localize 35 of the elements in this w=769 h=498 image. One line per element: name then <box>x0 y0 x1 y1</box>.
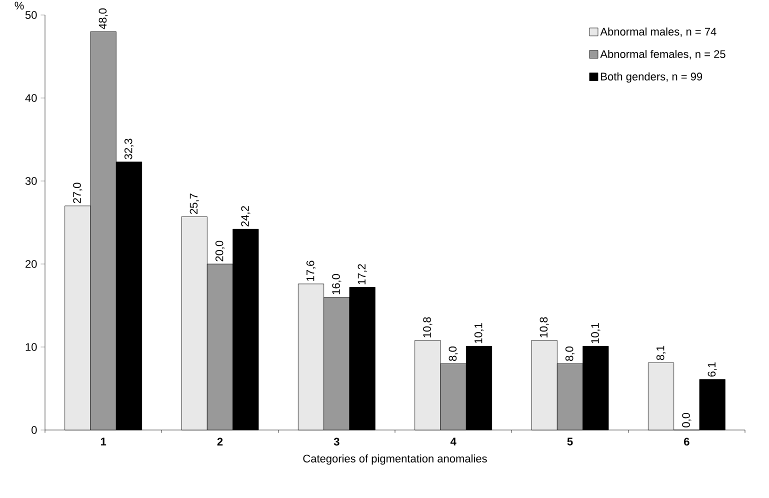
y-tick-label: 40 <box>25 94 37 102</box>
data-label: 20,0 <box>215 240 225 262</box>
data-label: 0,0 <box>682 412 692 428</box>
x-tick-label: 4 <box>450 438 456 446</box>
legend-label: Abnormal females, n = 25 <box>600 50 726 60</box>
y-tick-label: 0 <box>32 426 37 434</box>
y-tick-label: 20 <box>26 260 37 268</box>
legend-label: Both genders, n = 99 <box>601 72 702 83</box>
data-label: 6,1 <box>708 362 717 377</box>
x-tick-label: 5 <box>567 438 573 446</box>
x-axis-title: Categories of pigmentation anomalies <box>303 454 487 465</box>
x-tick-label: 1 <box>100 438 106 446</box>
data-label: 17,6 <box>306 260 316 281</box>
data-label: 48,0 <box>98 8 108 30</box>
x-tick-label: 3 <box>334 438 340 446</box>
y-tick-label: 50 <box>25 11 37 19</box>
data-label: 10,1 <box>474 323 484 344</box>
data-label: 17,2 <box>358 264 367 284</box>
data-label: 8,0 <box>448 346 458 361</box>
data-label: 10,8 <box>423 317 432 338</box>
x-tick-label: 6 <box>684 438 690 446</box>
y-tick-label: 30 <box>25 177 37 185</box>
data-label: 24,2 <box>241 206 250 226</box>
y-tick-label: 10 <box>26 343 37 351</box>
data-label: 25,7 <box>190 194 199 214</box>
y-axis-title: % <box>14 2 24 10</box>
data-label: 10,8 <box>540 317 549 338</box>
data-label: 8,1 <box>656 346 666 360</box>
data-label: 16,0 <box>332 274 342 294</box>
data-label: 27,0 <box>73 182 82 204</box>
data-label: 32,3 <box>124 138 134 160</box>
x-tick-label: 2 <box>217 438 223 446</box>
data-label: 10,1 <box>591 323 600 344</box>
data-label: 8,0 <box>565 346 575 361</box>
legend-label: Abnormal males, n = 74 <box>600 27 716 37</box>
